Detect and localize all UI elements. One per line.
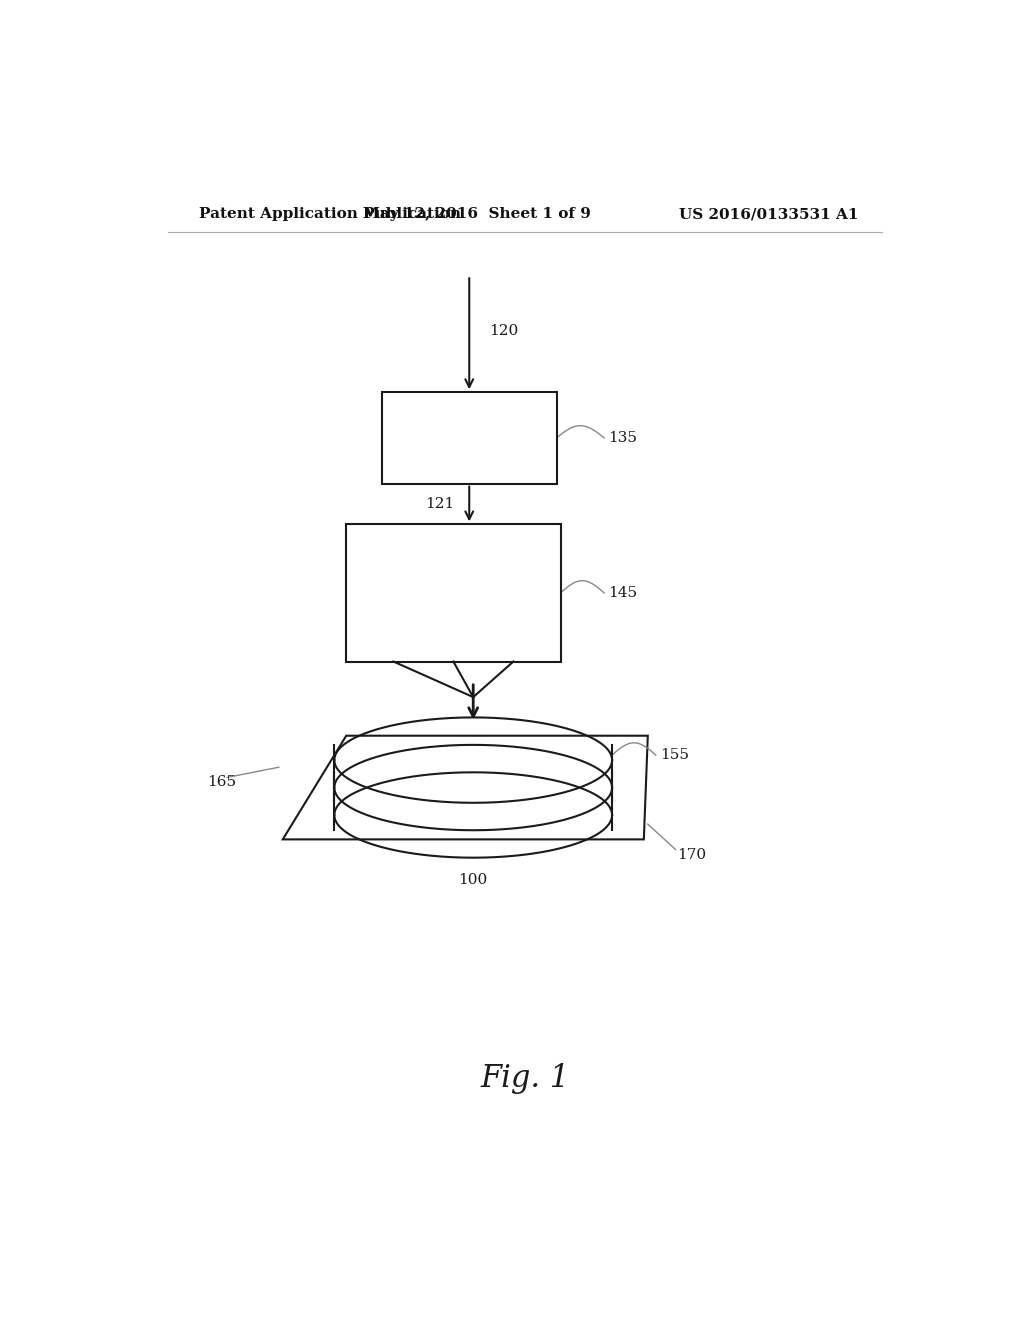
- Text: 120: 120: [489, 325, 518, 338]
- Text: 170: 170: [677, 847, 707, 862]
- Text: 155: 155: [659, 748, 689, 762]
- Text: 121: 121: [426, 496, 455, 511]
- Text: US 2016/0133531 A1: US 2016/0133531 A1: [679, 207, 858, 222]
- Text: Fig. 1: Fig. 1: [480, 1063, 569, 1094]
- Text: May 12, 2016  Sheet 1 of 9: May 12, 2016 Sheet 1 of 9: [364, 207, 591, 222]
- Text: 165: 165: [207, 775, 237, 789]
- Bar: [346, 524, 560, 661]
- Text: 145: 145: [608, 586, 637, 599]
- Bar: [382, 392, 557, 483]
- Text: 135: 135: [608, 430, 637, 445]
- Text: Patent Application Publication: Patent Application Publication: [200, 207, 462, 222]
- Text: 100: 100: [459, 873, 487, 887]
